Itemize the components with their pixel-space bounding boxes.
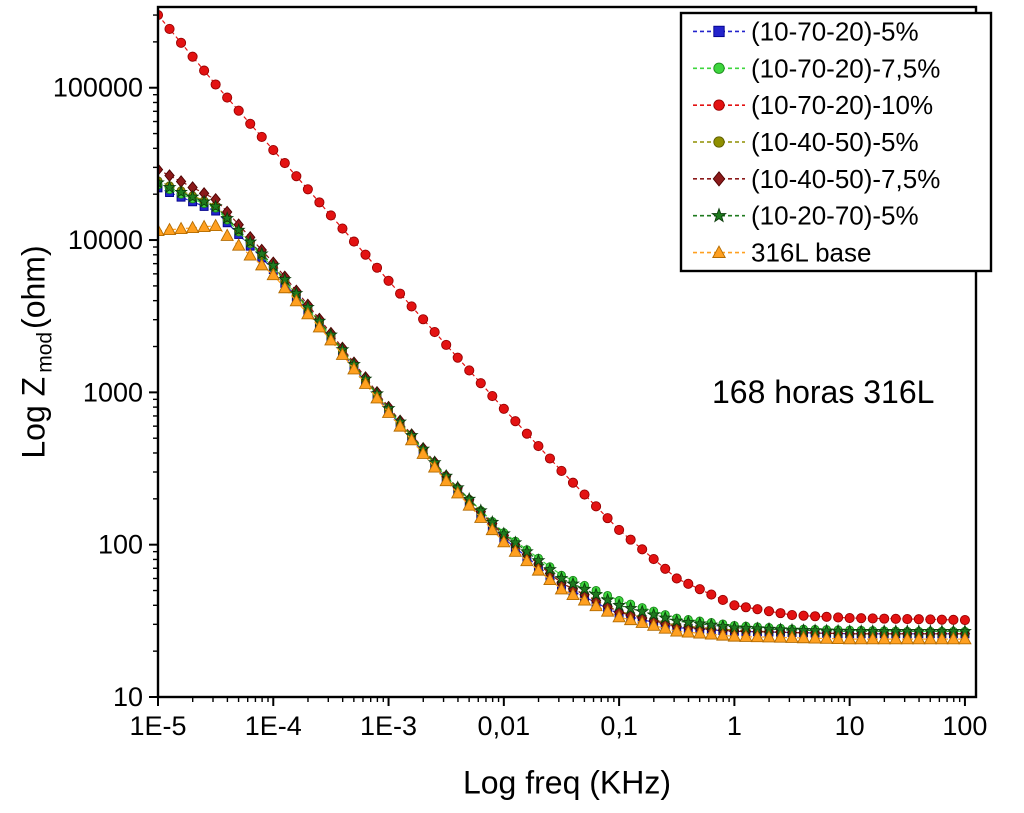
chart-annotation: 168 horas 316L — [712, 374, 935, 410]
legend: (10-70-20)-5% (10-70-20)-7,5% (10-70-20)-1… — [679, 11, 993, 273]
series-316L base — [158, 218, 972, 645]
x-tick-label: 1E-4 — [245, 711, 302, 741]
legend-label: (10-40-50)-5% — [751, 127, 919, 157]
legend-entry: (10-20-70)-5% — [693, 201, 919, 231]
legend-entry: 316L base — [693, 238, 871, 268]
legend-label: 316L base — [751, 238, 871, 268]
y-axis-title-prefix: Log Z — [15, 376, 52, 459]
x-tick-label: 100 — [942, 711, 987, 741]
legend-label: (10-40-50)-7,5% — [751, 164, 940, 194]
axis-ticks: 1E-5 1E-4 1E-3 0,01 0,1 1 10 100 10 100 1000 10000 1… — [53, 14, 987, 741]
x-tick-label: 1E-5 — [129, 711, 186, 741]
series-(10-70-20)-10% — [158, 10, 970, 626]
legend-label: (10-70-20)-7,5% — [751, 53, 940, 83]
legend-entry: (10-70-20)-5% — [693, 16, 919, 46]
x-tick-label: 10 — [835, 711, 865, 741]
y-axis-title-subscript: mod — [33, 331, 57, 373]
x-tick-label: 0,01 — [478, 711, 531, 741]
y-tick-label: 100 — [98, 530, 143, 560]
y-tick-label: 100000 — [53, 73, 143, 103]
legend-entry: (10-40-50)-7,5% — [693, 164, 940, 194]
y-tick-label: 10 — [113, 682, 143, 712]
legend-entry: (10-40-50)-5% — [693, 127, 919, 157]
x-tick-label: 0,1 — [600, 711, 638, 741]
x-axis-title: Log freq (KHz) — [462, 764, 672, 801]
legend-label: (10-20-70)-5% — [751, 201, 919, 231]
x-tick-label: 1E-3 — [360, 711, 417, 741]
legend-label: (10-70-20)-10% — [751, 90, 933, 120]
plot-frame — [156, 5, 978, 699]
legend-label: (10-70-20)-5% — [751, 16, 919, 46]
x-tick-label: 1 — [727, 711, 742, 741]
legend-entry: (10-70-20)-7,5% — [693, 53, 940, 83]
y-axis-title-suffix: (ohm) — [15, 245, 52, 329]
series-layer — [158, 10, 972, 645]
legend-box — [679, 11, 993, 273]
y-tick-label: 10000 — [68, 225, 143, 255]
legend-entry: (10-70-20)-10% — [693, 90, 933, 120]
y-tick-label: 1000 — [83, 377, 143, 407]
y-axis-title: Log Z mod(ohm) — [15, 245, 57, 459]
